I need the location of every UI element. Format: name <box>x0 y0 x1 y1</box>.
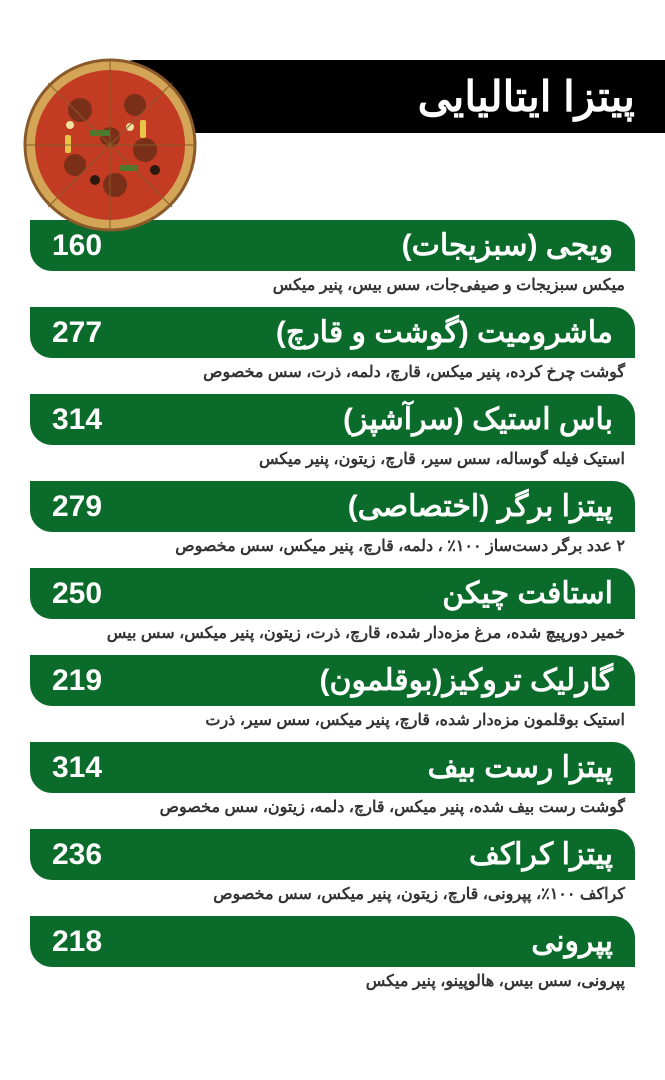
menu-item-price: 279 <box>52 490 102 524</box>
menu-item-name: پیتزا رست بیف <box>427 750 613 785</box>
menu-item-description: خمیر دورپیچ شده، مرغ مزه‌دار شده، قارچ، … <box>30 619 635 649</box>
menu-item-description: گوشت چرخ کرده، پنیر میکس، قارچ، دلمه، ذر… <box>30 358 635 388</box>
menu-item-price: 277 <box>52 316 102 350</box>
menu-item-bar: 236 پیتزا کراکف <box>30 829 635 880</box>
menu-item-price: 314 <box>52 403 102 437</box>
menu-item-price: 314 <box>52 751 102 785</box>
menu-item-price: 250 <box>52 577 102 611</box>
menu-item-bar: 250 استافت چیکن <box>30 568 635 619</box>
pizza-icon <box>20 55 200 235</box>
menu-item-bar: 279 پیتزا برگر (اختصاصی) <box>30 481 635 532</box>
menu-list: 160ویجی (سبزیجات)میکس سبزیجات و صیفی‌جات… <box>0 200 665 997</box>
menu-item-description: استیک فیله گوساله، سس سیر، قارچ، زیتون، … <box>30 445 635 475</box>
menu-item-name: ماشرومیت (گوشت و قارچ) <box>276 315 613 350</box>
menu-item: 314 پیتزا رست بیف گوشت رست بیف شده، پنیر م… <box>30 742 635 823</box>
menu-item: 218 پپرونی پپرونی، سس بیس، هالوپینو، پنیر … <box>30 916 635 997</box>
menu-item-bar: 218 پپرونی <box>30 916 635 967</box>
menu-item-name: ویجی (سبزیجات) <box>402 228 613 263</box>
menu-item-name: پیتزا کراکف <box>469 837 613 872</box>
menu-item-description: گوشت رست بیف شده، پنیر میکس، قارچ، دلمه،… <box>30 793 635 823</box>
menu-item-bar: 314 باس استیک (سرآشپز) <box>30 394 635 445</box>
menu-header: پیتزا ایتالیایی <box>0 0 665 200</box>
menu-item-bar: 219 گارلیک تروکیز(بوقلمون) <box>30 655 635 706</box>
menu-item-description: کراکف ۱۰۰٪، پپرونی، قارچ، زیتون، پنیر می… <box>30 880 635 910</box>
menu-item: 236 پیتزا کراکف کراکف ۱۰۰٪، پپرونی، قارچ، … <box>30 829 635 910</box>
menu-item-description: ۲ عدد برگر دست‌ساز ۱۰۰٪ ، دلمه، قارچ، پن… <box>30 532 635 562</box>
menu-item-description: استیک بوقلمون مزه‌دار شده، قارچ، پنیر می… <box>30 706 635 736</box>
menu-item: 219 گارلیک تروکیز(بوقلمون) استیک بوقلمون م… <box>30 655 635 736</box>
menu-item-name: پپرونی <box>531 924 613 959</box>
menu-item-description: پپرونی، سس بیس، هالوپینو، پنیر میکس <box>30 967 635 997</box>
menu-item-description: میکس سبزیجات و صیفی‌جات، سس بیس، پنیر می… <box>30 271 635 301</box>
menu-item-name: گارلیک تروکیز(بوقلمون) <box>319 663 613 698</box>
menu-item-bar: 277 ماشرومیت (گوشت و قارچ) <box>30 307 635 358</box>
menu-item-price: 236 <box>52 838 102 872</box>
menu-item-name: پیتزا برگر (اختصاصی) <box>348 489 613 524</box>
menu-item: 277 ماشرومیت (گوشت و قارچ) گوشت چرخ کرده، … <box>30 307 635 388</box>
menu-item-bar: 314 پیتزا رست بیف <box>30 742 635 793</box>
menu-item-name: استافت چیکن <box>442 576 613 611</box>
menu-item-price: 218 <box>52 925 102 959</box>
menu-item: 279 پیتزا برگر (اختصاصی) ۲ عدد برگر دست‌سا… <box>30 481 635 562</box>
menu-item: 250 استافت چیکن خمیر دورپیچ شده، مرغ مزه‌د… <box>30 568 635 649</box>
menu-item-name: باس استیک (سرآشپز) <box>343 402 613 437</box>
menu-item-price: 219 <box>52 664 102 698</box>
menu-item: 314 باس استیک (سرآشپز) استیک فیله گوساله، … <box>30 394 635 475</box>
